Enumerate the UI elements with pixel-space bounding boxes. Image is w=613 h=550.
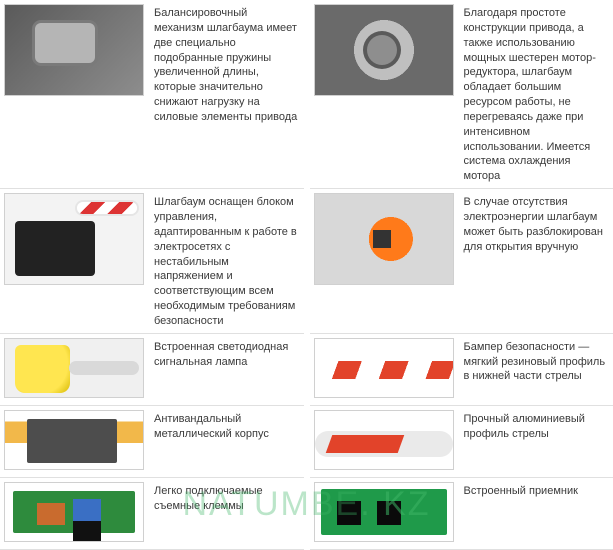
feature-thumbnail bbox=[4, 482, 144, 542]
feature-thumbnail bbox=[314, 193, 454, 285]
feature-thumbnail bbox=[314, 410, 454, 470]
feature-thumbnail bbox=[314, 4, 454, 96]
feature-text: Антивандальный металлический корпус bbox=[154, 410, 298, 442]
feature-text: Балансировочный механизм шлагбаума имеет… bbox=[154, 4, 298, 125]
feature-cell: Балансировочный механизм шлагбаума имеет… bbox=[0, 0, 304, 189]
feature-thumbnail bbox=[314, 338, 454, 398]
feature-thumbnail bbox=[4, 193, 144, 285]
feature-cell: Благодаря простоте конструкции привода, … bbox=[310, 0, 613, 189]
features-grid: Балансировочный механизм шлагбаума имеет… bbox=[0, 0, 613, 550]
feature-cell: Прочный алюминиевый профиль стрелы bbox=[310, 406, 613, 478]
feature-thumbnail bbox=[4, 410, 144, 470]
feature-text: Шлагбаум оснащен блоком управления, адап… bbox=[154, 193, 298, 329]
feature-thumbnail bbox=[4, 338, 144, 398]
feature-cell: Шлагбаум оснащен блоком управления, адап… bbox=[0, 189, 304, 334]
feature-cell: Встроенная светодиодная сигнальная лампа bbox=[0, 334, 304, 406]
feature-text: Встроенный приемник bbox=[464, 482, 608, 499]
feature-text: Бампер безопасности — мягкий резиновый п… bbox=[464, 338, 608, 385]
feature-cell: В случае отсутствия электроэнергии шлагб… bbox=[310, 189, 613, 334]
feature-text: Легко подключаемые съемные клеммы bbox=[154, 482, 298, 514]
feature-cell: Легко подключаемые съемные клеммы bbox=[0, 478, 304, 550]
feature-cell: Бампер безопасности — мягкий резиновый п… bbox=[310, 334, 613, 406]
feature-thumbnail bbox=[314, 482, 454, 542]
feature-text: Прочный алюминиевый профиль стрелы bbox=[464, 410, 608, 442]
feature-cell: Антивандальный металлический корпус bbox=[0, 406, 304, 478]
feature-text: Встроенная светодиодная сигнальная лампа bbox=[154, 338, 298, 370]
feature-text: В случае отсутствия электроэнергии шлагб… bbox=[464, 193, 608, 254]
feature-cell: Встроенный приемник bbox=[310, 478, 613, 550]
feature-thumbnail bbox=[4, 4, 144, 96]
feature-text: Благодаря простоте конструкции привода, … bbox=[464, 4, 608, 184]
